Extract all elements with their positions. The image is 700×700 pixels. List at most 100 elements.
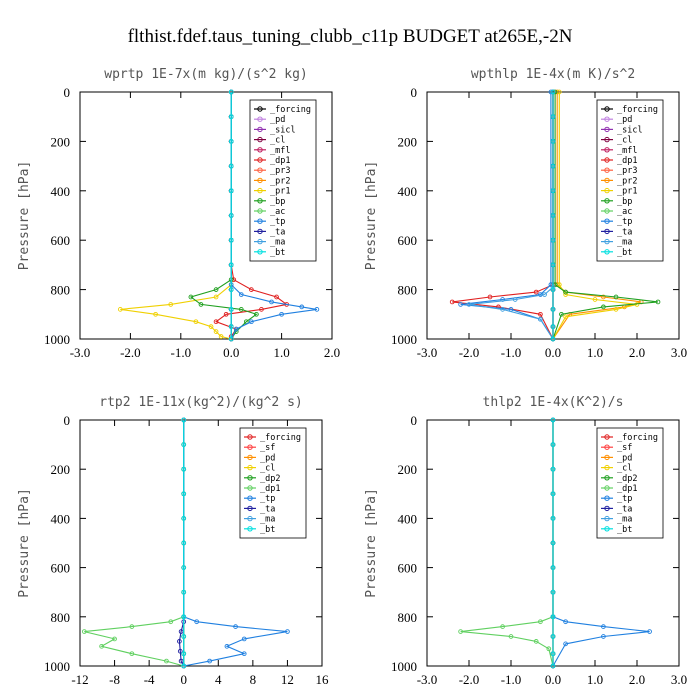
legend: _forcing_sf_pd_cl_dp2_dp1_tp_ta_ma_bt bbox=[239, 427, 307, 539]
legend-label: _dp1 bbox=[260, 484, 280, 494]
legend-marker bbox=[604, 526, 610, 532]
x-tick-label: -12 bbox=[71, 672, 88, 687]
series-point-tp bbox=[233, 326, 239, 332]
series-point-tp bbox=[269, 299, 274, 305]
series-point-tp bbox=[194, 619, 200, 625]
series-point-tp bbox=[241, 636, 247, 642]
series-point-tp bbox=[241, 651, 247, 657]
series-point-dp1 bbox=[168, 619, 174, 625]
series-point-dp1 bbox=[546, 646, 552, 652]
legend: _forcing_pd_sicl_cl_mfl_dp1_pr3_pr2_pr1_… bbox=[249, 99, 317, 262]
series-point-bt bbox=[181, 614, 187, 620]
legend-label: _dp1 bbox=[617, 156, 637, 166]
series-point-pr1 bbox=[208, 324, 214, 329]
series-point-ma bbox=[466, 302, 472, 307]
legend-marker bbox=[257, 238, 263, 245]
chart-panel-2: wpthlp 1E-4x(m K)/s^2 Pressure [hPa] -3.0 -… bbox=[364, 67, 687, 360]
legend-marker bbox=[604, 147, 610, 153]
series-point-tp bbox=[299, 304, 305, 310]
y-tick-label: 200 bbox=[398, 462, 418, 477]
series-point-bt bbox=[550, 589, 556, 595]
legend-marker bbox=[247, 485, 253, 491]
legend-label: _bt bbox=[260, 525, 275, 535]
legend-marker bbox=[257, 177, 263, 184]
series-point-tp bbox=[314, 307, 320, 312]
series-group bbox=[449, 89, 661, 342]
legend-marker bbox=[257, 147, 263, 153]
legend-marker bbox=[257, 106, 263, 112]
series-point-tp bbox=[285, 629, 290, 634]
series-point-bt bbox=[550, 651, 556, 657]
x-tick-label: 1.0 bbox=[273, 345, 289, 360]
x-tick-label: 2.0 bbox=[324, 345, 340, 360]
series-point-bt bbox=[550, 614, 556, 620]
series-point-bt bbox=[550, 307, 556, 312]
y-tick-label: 1000 bbox=[44, 659, 70, 674]
series-point-tp bbox=[249, 319, 254, 325]
legend-marker bbox=[604, 495, 610, 501]
legend-marker bbox=[257, 218, 263, 224]
legend-box bbox=[249, 99, 317, 262]
chart-panel-4: thlp2 1E-4x(K^2)/s Pressure [hPa] -3.0 -2.0… bbox=[364, 395, 687, 687]
legend-label: _mfl bbox=[270, 146, 290, 156]
y-tick-label: 800 bbox=[398, 283, 418, 298]
legend-marker bbox=[604, 249, 610, 255]
series-point-bt bbox=[550, 417, 556, 423]
series-point-pr1 bbox=[563, 314, 568, 320]
legend-marker bbox=[247, 495, 253, 501]
legend-label: _cl bbox=[270, 136, 285, 146]
series-point-pr1 bbox=[193, 319, 199, 325]
series-point-dp1 bbox=[129, 651, 135, 657]
legend-label: _sf bbox=[617, 443, 632, 453]
series-point-tp bbox=[458, 302, 463, 307]
y-tick-label: 600 bbox=[398, 561, 418, 576]
series-point-bt bbox=[228, 262, 234, 268]
series-point-bt bbox=[181, 466, 187, 472]
series-point-bt bbox=[550, 163, 556, 169]
legend-label: _tp bbox=[617, 217, 632, 227]
series-point-bt bbox=[550, 336, 556, 342]
series-point-bt bbox=[550, 634, 556, 639]
series-point-bt bbox=[228, 324, 234, 329]
legend-marker bbox=[604, 126, 610, 133]
legend-label: _pd bbox=[260, 453, 275, 463]
series-point-dp1 bbox=[164, 658, 169, 664]
x-tick-label: -1.0 bbox=[501, 345, 522, 360]
series-point-bt bbox=[181, 651, 187, 657]
series-point-bt bbox=[228, 213, 234, 218]
y-tick-label: 200 bbox=[51, 134, 71, 149]
x-tick-label: -2.0 bbox=[120, 345, 141, 360]
series-point-bt bbox=[181, 417, 187, 423]
series-point-bp bbox=[188, 294, 194, 300]
y-tick-label: 0 bbox=[64, 85, 71, 100]
series-point-bt bbox=[550, 262, 556, 268]
legend-marker bbox=[257, 249, 263, 255]
x-tick-label: 3.0 bbox=[671, 672, 687, 687]
legend-label: _dp2 bbox=[617, 474, 637, 484]
series-group bbox=[458, 417, 652, 669]
series-point-bt bbox=[550, 442, 556, 447]
x-tick-label: -2.0 bbox=[459, 345, 480, 360]
legend-label: _ta bbox=[260, 504, 275, 514]
legend-marker bbox=[247, 475, 253, 481]
series-point-pr1 bbox=[213, 329, 219, 334]
y-tick-label: 400 bbox=[398, 511, 418, 526]
legend-marker bbox=[604, 157, 610, 163]
legend-marker bbox=[257, 116, 263, 122]
x-tick-label: 2.0 bbox=[629, 672, 645, 687]
y-tick-label: 200 bbox=[51, 462, 71, 477]
x-tick-label: 3.0 bbox=[671, 345, 687, 360]
legend: _forcing_pd_sicl_cl_mfl_dp1_pr3_pr2_pr1_… bbox=[596, 99, 664, 262]
legend-label: _tp bbox=[617, 494, 632, 504]
y-tick-label: 1000 bbox=[44, 332, 70, 347]
legend-label: _cl bbox=[260, 464, 275, 474]
series-point-ta bbox=[178, 629, 184, 634]
legend-label: _sicl bbox=[617, 125, 643, 135]
series-point-bt bbox=[181, 516, 187, 521]
legend-label: _bt bbox=[270, 248, 285, 258]
series-point-bt bbox=[550, 516, 556, 521]
legend-marker bbox=[604, 505, 610, 512]
y-tick-label: 800 bbox=[398, 610, 418, 625]
legend-label: _pr3 bbox=[270, 166, 290, 176]
series-point-dp1 bbox=[533, 639, 539, 644]
